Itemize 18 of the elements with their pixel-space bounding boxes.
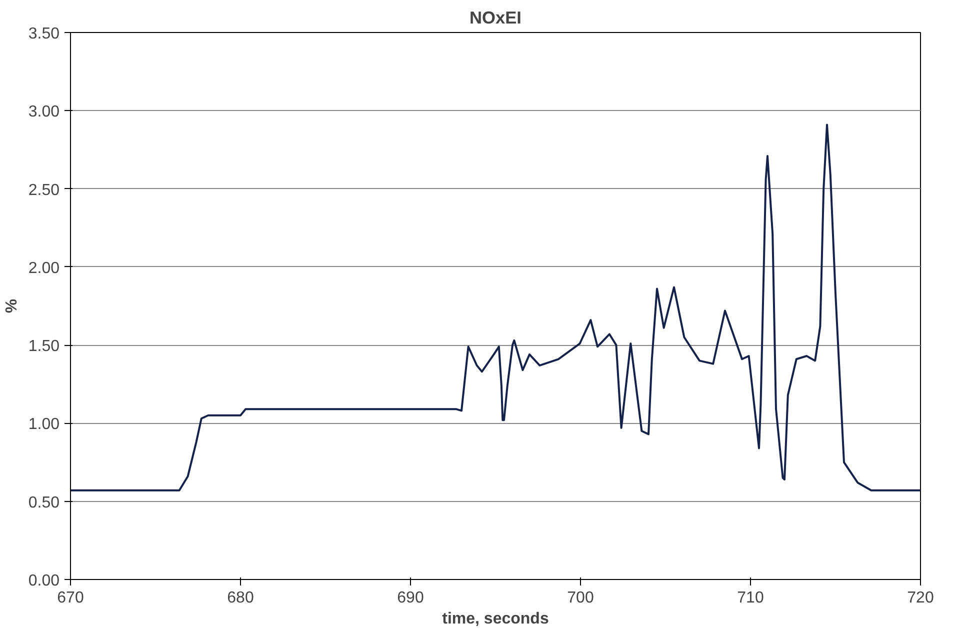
y-tick-label: 0.00	[28, 572, 60, 590]
x-tick-label: 690	[397, 590, 424, 606]
line-series	[70, 124, 920, 492]
x-axis-title: time, seconds	[442, 610, 549, 628]
x-tick-label: 670	[57, 590, 84, 606]
y-tick-label: 0.50	[28, 494, 60, 512]
chart-title: NOxEI	[470, 8, 522, 28]
x-tick-label: 680	[227, 590, 254, 606]
x-tick-label: 700	[567, 590, 594, 606]
y-tick-label: 3.00	[28, 104, 60, 121]
x-tick-label: 720	[907, 590, 934, 606]
y-tick-label: 1.00	[28, 416, 60, 434]
y-tick-label: 2.00	[28, 260, 60, 277]
y-tick-label: 3.50	[28, 26, 60, 42]
y-tick-label: 2.50	[28, 182, 60, 199]
y-tick-label: 1.50	[28, 338, 60, 356]
y-axis-title: %	[3, 298, 20, 314]
x-tick-label: 710	[737, 590, 764, 606]
